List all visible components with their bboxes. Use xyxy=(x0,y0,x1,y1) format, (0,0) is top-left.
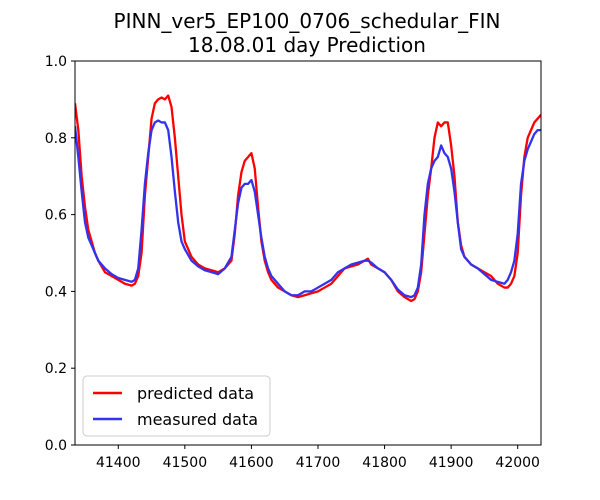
plot-frame xyxy=(74,60,542,446)
x-tick-label: 41500 xyxy=(163,455,208,471)
x-tick-label: 41600 xyxy=(229,455,274,471)
y-axis: 0.0 0.2 0.4 0.6 0.8 1.0 xyxy=(45,54,75,454)
y-tick-label: 0.8 xyxy=(45,131,67,147)
legend-label-measured: measured data xyxy=(137,410,258,429)
series-layer xyxy=(75,94,541,303)
x-axis: 41400 41500 41600 41700 41800 41900 42000 xyxy=(96,445,540,471)
legend-label-predicted: predicted data xyxy=(137,384,254,403)
x-tick-label: 41400 xyxy=(96,455,141,471)
chart-title-line-1: PINN_ver5_EP100_0706_schedular_FIN xyxy=(114,9,501,33)
chart-title-line-2: 18.08.01 day Prediction xyxy=(188,33,426,57)
x-tick-label: 41800 xyxy=(362,455,407,471)
x-tick-label: 41700 xyxy=(296,455,341,471)
y-tick-label: 0.4 xyxy=(45,284,67,300)
y-tick-label: 0.2 xyxy=(45,361,67,377)
legend: predicted data measured data xyxy=(82,375,271,437)
x-tick-label: 41900 xyxy=(429,455,474,471)
y-tick-label: 1.0 xyxy=(45,54,67,70)
y-tick-label: 0.6 xyxy=(45,208,67,224)
legend-box xyxy=(82,375,271,437)
y-tick-label: 0.0 xyxy=(45,438,67,454)
x-tick-label: 42000 xyxy=(495,455,540,471)
series-measured-line xyxy=(75,119,541,299)
